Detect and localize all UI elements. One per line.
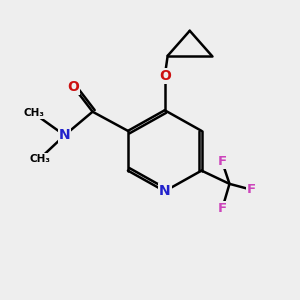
Text: N: N bbox=[159, 184, 170, 198]
Text: CH₃: CH₃ bbox=[29, 154, 50, 164]
Text: CH₃: CH₃ bbox=[23, 108, 44, 118]
Text: N: N bbox=[59, 128, 70, 142]
Text: F: F bbox=[247, 183, 256, 196]
Text: F: F bbox=[218, 202, 227, 215]
Text: O: O bbox=[159, 69, 171, 83]
Text: O: O bbox=[68, 80, 80, 94]
Text: F: F bbox=[218, 155, 227, 168]
